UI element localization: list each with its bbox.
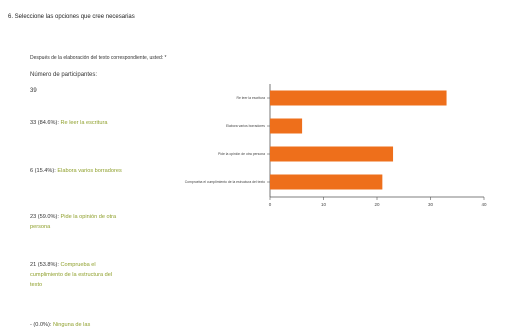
option-stat: 23 (59.0%): Pide la opinión de otra pers… [30,212,122,232]
category-label: Pide la opinión de otra persona [218,152,265,156]
x-tick-label: 10 [321,202,327,207]
option-stat: 21 (53.8%): Comprueba el cumplimiento de… [30,260,122,290]
x-tick-label: 0 [269,202,272,207]
option-text: Elabora varios borradores [57,168,122,174]
x-tick-label: 40 [481,202,487,207]
bar [270,146,394,162]
option-count: 33 (84.6%): [30,120,59,126]
x-tick-label: 30 [428,202,434,207]
option-text: Ninguna de las [53,322,91,328]
option-stat: - (0.0%): Ninguna de las [30,320,122,330]
option-text: Pide la opinión de otra persona [30,214,117,230]
category-label: Re leer la escritura [237,96,266,100]
question-title: 6. Seleccione las opciones que cree nece… [8,14,135,20]
x-tick-label: 20 [374,202,380,207]
bar [270,174,383,190]
participants-count: 39 [30,88,37,94]
category-label: Comprueba el cumplimiento de la estructu… [185,180,265,184]
option-count: 21 (53.8%): [30,262,59,268]
option-text: Re leer la escritura [60,120,108,126]
option-text: Comprueba el cumplimiento de la estructu… [30,262,113,288]
option-count: 6 (15.4%): [30,168,56,174]
bar [270,118,303,134]
option-count: 23 (59.0%): [30,214,59,220]
participants-label: Número de participantes: [30,72,98,78]
option-stat: 6 (15.4%): Elabora varios borradores [30,166,122,176]
option-stat: 33 (84.6%): Re leer la escritura [30,118,122,128]
bar [270,90,447,106]
question-prompt: Después de la elaboración del texto corr… [30,55,167,61]
option-count: - (0.0%): [30,322,52,328]
category-label: Elabora varios borradores [226,124,265,128]
